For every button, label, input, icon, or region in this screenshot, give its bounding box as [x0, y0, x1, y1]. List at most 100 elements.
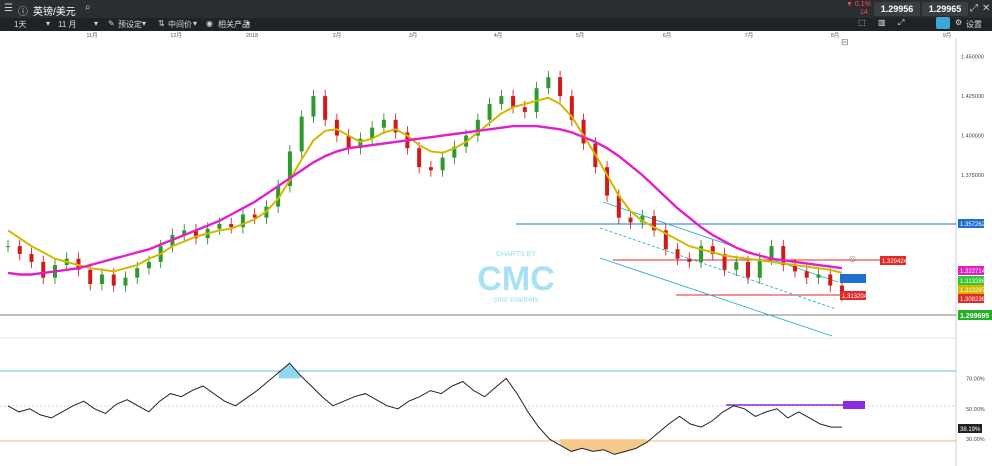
candles [6, 70, 844, 302]
candle-body [287, 151, 292, 187]
instrument-title[interactable]: 英镑/美元 [33, 7, 76, 18]
search-icon[interactable]: ⌕ [85, 2, 91, 13]
ma-label-magenta-value: 1.322714 [960, 269, 986, 275]
osc-tick-label: 70.00% [966, 376, 985, 382]
draw-tool-icon[interactable]: ⬚ [858, 18, 866, 27]
lock-icon[interactable]: ⊟ [841, 37, 849, 47]
candle-body [370, 127, 375, 139]
channel-mid-line [599, 227, 837, 310]
midprice-chevron-icon[interactable]: ▾ [193, 19, 198, 28]
candle-body [17, 246, 22, 254]
candle-body [699, 246, 704, 262]
candle-body [417, 148, 422, 168]
menu-icon[interactable]: ☰ [4, 3, 13, 14]
candle-body [240, 214, 245, 228]
x-tick-label: 12月 [170, 32, 182, 39]
buy-price: 1.29965 [928, 4, 962, 14]
x-tick-label: 2月 [333, 32, 342, 39]
layout-icon[interactable]: ▥ [878, 18, 886, 27]
candle-body [546, 77, 551, 89]
change-pct: ▼ 0.1% [846, 1, 871, 8]
candle-body [41, 261, 46, 278]
x-axis: 11月 12月 2018 2月 3月 4月 5月 6月 7月 8月 9月 [86, 32, 951, 39]
osc-tick-label: 30.00% [966, 437, 985, 443]
range-select[interactable]: 11 月 [58, 20, 77, 29]
osc-purple-tag [843, 401, 865, 409]
chart-area[interactable]: CHARTS BY CMC cmc markets 11月 12月 2018 2月 3月… [0, 31, 992, 466]
candle-body [393, 119, 398, 133]
candle-body [804, 271, 809, 278]
candle-body [276, 186, 281, 207]
ma-label-yellow [958, 285, 984, 294]
red-level-value-3: 1.308236 [960, 297, 986, 303]
candle-body [487, 104, 492, 120]
ma-label-yellow-value: 1.313297 [960, 288, 986, 294]
candle-body [252, 214, 257, 218]
red-level-tag-3 [958, 294, 984, 303]
candle-body [135, 268, 140, 278]
watermark-tagline: CHARTS BY [496, 251, 536, 258]
interval-select[interactable]: 1天 [14, 20, 27, 29]
y-tick-label: 1.375000 [961, 173, 984, 179]
oscillator-panel: 70.00% 50.00% 30.00% 38.19% [0, 362, 985, 455]
osc-current-tag [958, 424, 982, 433]
y-tick-label: 1.400000 [961, 134, 984, 140]
settings-icon[interactable]: ⚙ [955, 18, 963, 27]
candle-body [440, 157, 445, 171]
candle-body [123, 277, 128, 286]
osc-oversold-fill [560, 439, 647, 455]
title-bar: ☰ ⓘ 英镑/美元 ⌕ ▼ 0.1% 14 1.29956 1.29965 ⤢ … [0, 0, 992, 18]
candle-body [299, 116, 304, 152]
sell-price-box[interactable]: 1.29956 [874, 2, 920, 16]
candle-body [311, 96, 316, 117]
related-chevron-icon[interactable]: ▾ [246, 19, 251, 28]
chart-type-icon[interactable] [936, 17, 950, 29]
info-icon[interactable]: ⓘ [18, 7, 28, 18]
chart-toolbar: 1天 ▾ 11 月 ▾ ✎ 预设定 ▾ ⇅ 中间价 ▾ ◉ 相关产品 ▾ ⬚ ▥… [0, 17, 992, 31]
candle-body [111, 274, 116, 286]
expand-icon[interactable]: ⤢ [970, 3, 978, 14]
y-axis: 1.450000 1.425000 1.400000 1.375000 [961, 55, 984, 179]
current-price-value: 1.299695 [960, 313, 989, 320]
ma-label-green-value: 1.313286 [960, 279, 986, 285]
eye-icon: ◉ [206, 19, 213, 28]
candle-body [29, 254, 34, 262]
candle-body [840, 285, 844, 296]
osc-line [7, 362, 842, 455]
x-tick-label: 9月 [943, 32, 952, 39]
y-tick-label: 1.450000 [961, 55, 984, 61]
candle-body [522, 107, 527, 112]
watermark-brand: cmc markets [493, 295, 538, 304]
red-level-value-1: 1.329424 [882, 259, 908, 265]
preset-chevron-icon[interactable]: ▾ [142, 19, 147, 28]
range-chevron-icon[interactable]: ▾ [94, 19, 99, 28]
preset-button[interactable]: 预设定 [118, 20, 142, 29]
candle-body [381, 119, 386, 128]
midprice-button[interactable]: 中间价 [168, 20, 192, 29]
interval-chevron-icon[interactable]: ▾ [46, 19, 51, 28]
preset-icon: ✎ [108, 19, 115, 28]
candle-body [769, 246, 774, 259]
x-tick-label: 7月 [745, 32, 754, 39]
candle-body [605, 167, 610, 196]
candle-body [710, 246, 715, 254]
fullscreen-icon[interactable]: ⤢ [898, 18, 905, 27]
candle-body [146, 261, 151, 269]
candle-body [616, 195, 621, 218]
candle-body [428, 167, 433, 171]
sell-price: 1.29956 [880, 4, 914, 14]
watermark: CHARTS BY CMC cmc markets [477, 251, 554, 304]
candle-body [6, 246, 10, 248]
related-button[interactable]: 相关产品 [218, 20, 250, 29]
alert-icon[interactable]: ◎ [849, 254, 856, 263]
close-icon[interactable]: ✕ [982, 3, 991, 14]
settings-button[interactable]: 设置 [966, 20, 982, 29]
candle-body [346, 135, 351, 149]
candle-body [757, 258, 762, 278]
osc-current-value: 38.19% [960, 427, 981, 433]
candle-body [675, 249, 680, 259]
current-price-tag [958, 310, 992, 320]
x-tick-label: 8月 [831, 32, 840, 39]
buy-price-box[interactable]: 1.29965 [922, 2, 968, 16]
x-tick-label: 6月 [663, 32, 672, 39]
